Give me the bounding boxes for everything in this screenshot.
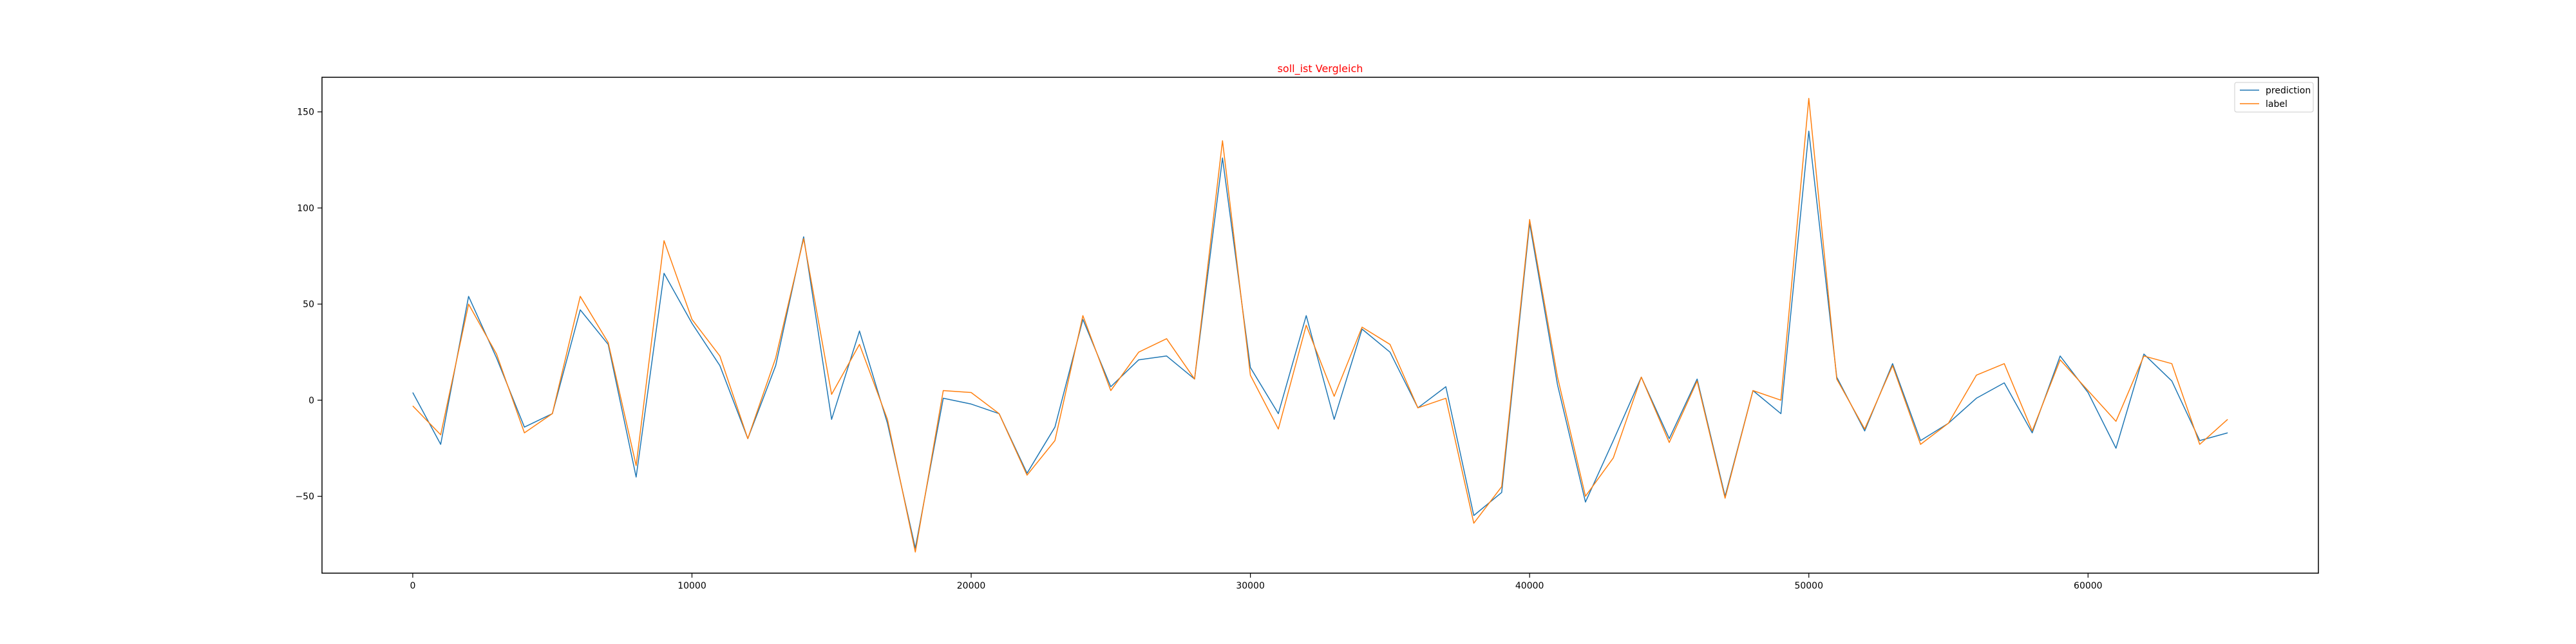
y-tick-label: 150 (297, 108, 314, 118)
x-axis: 0 10000 20000 30000 40000 50000 60000 (410, 573, 2103, 591)
series-line-label (412, 98, 2228, 553)
x-tick-label: 60000 (2074, 581, 2103, 591)
x-tick-label: 10000 (677, 581, 706, 591)
series-line-prediction (412, 130, 2228, 549)
y-tick-label: 0 (308, 395, 314, 406)
plot-area: 0 10000 20000 30000 40000 50000 60000 −50 0 50 10… (295, 77, 2319, 591)
legend-label-label: label (2266, 99, 2287, 109)
x-tick-label: 40000 (1515, 581, 1544, 591)
legend-label-prediction: prediction (2266, 86, 2311, 96)
y-axis: −50 0 50 100 150 (295, 108, 322, 502)
plot-frame (321, 77, 2319, 574)
x-tick-label: 30000 (1236, 581, 1265, 591)
series-group (412, 98, 2228, 553)
x-tick-label: 0 (410, 581, 415, 591)
chart-title: soll_ist Vergleich (1278, 62, 1363, 75)
x-tick-label: 20000 (957, 581, 986, 591)
legend: prediction label (2234, 82, 2314, 113)
y-tick-label: 50 (303, 299, 314, 310)
y-tick-label: −50 (295, 492, 314, 502)
y-tick-label: 100 (297, 204, 314, 214)
x-tick-label: 50000 (1794, 581, 1823, 591)
